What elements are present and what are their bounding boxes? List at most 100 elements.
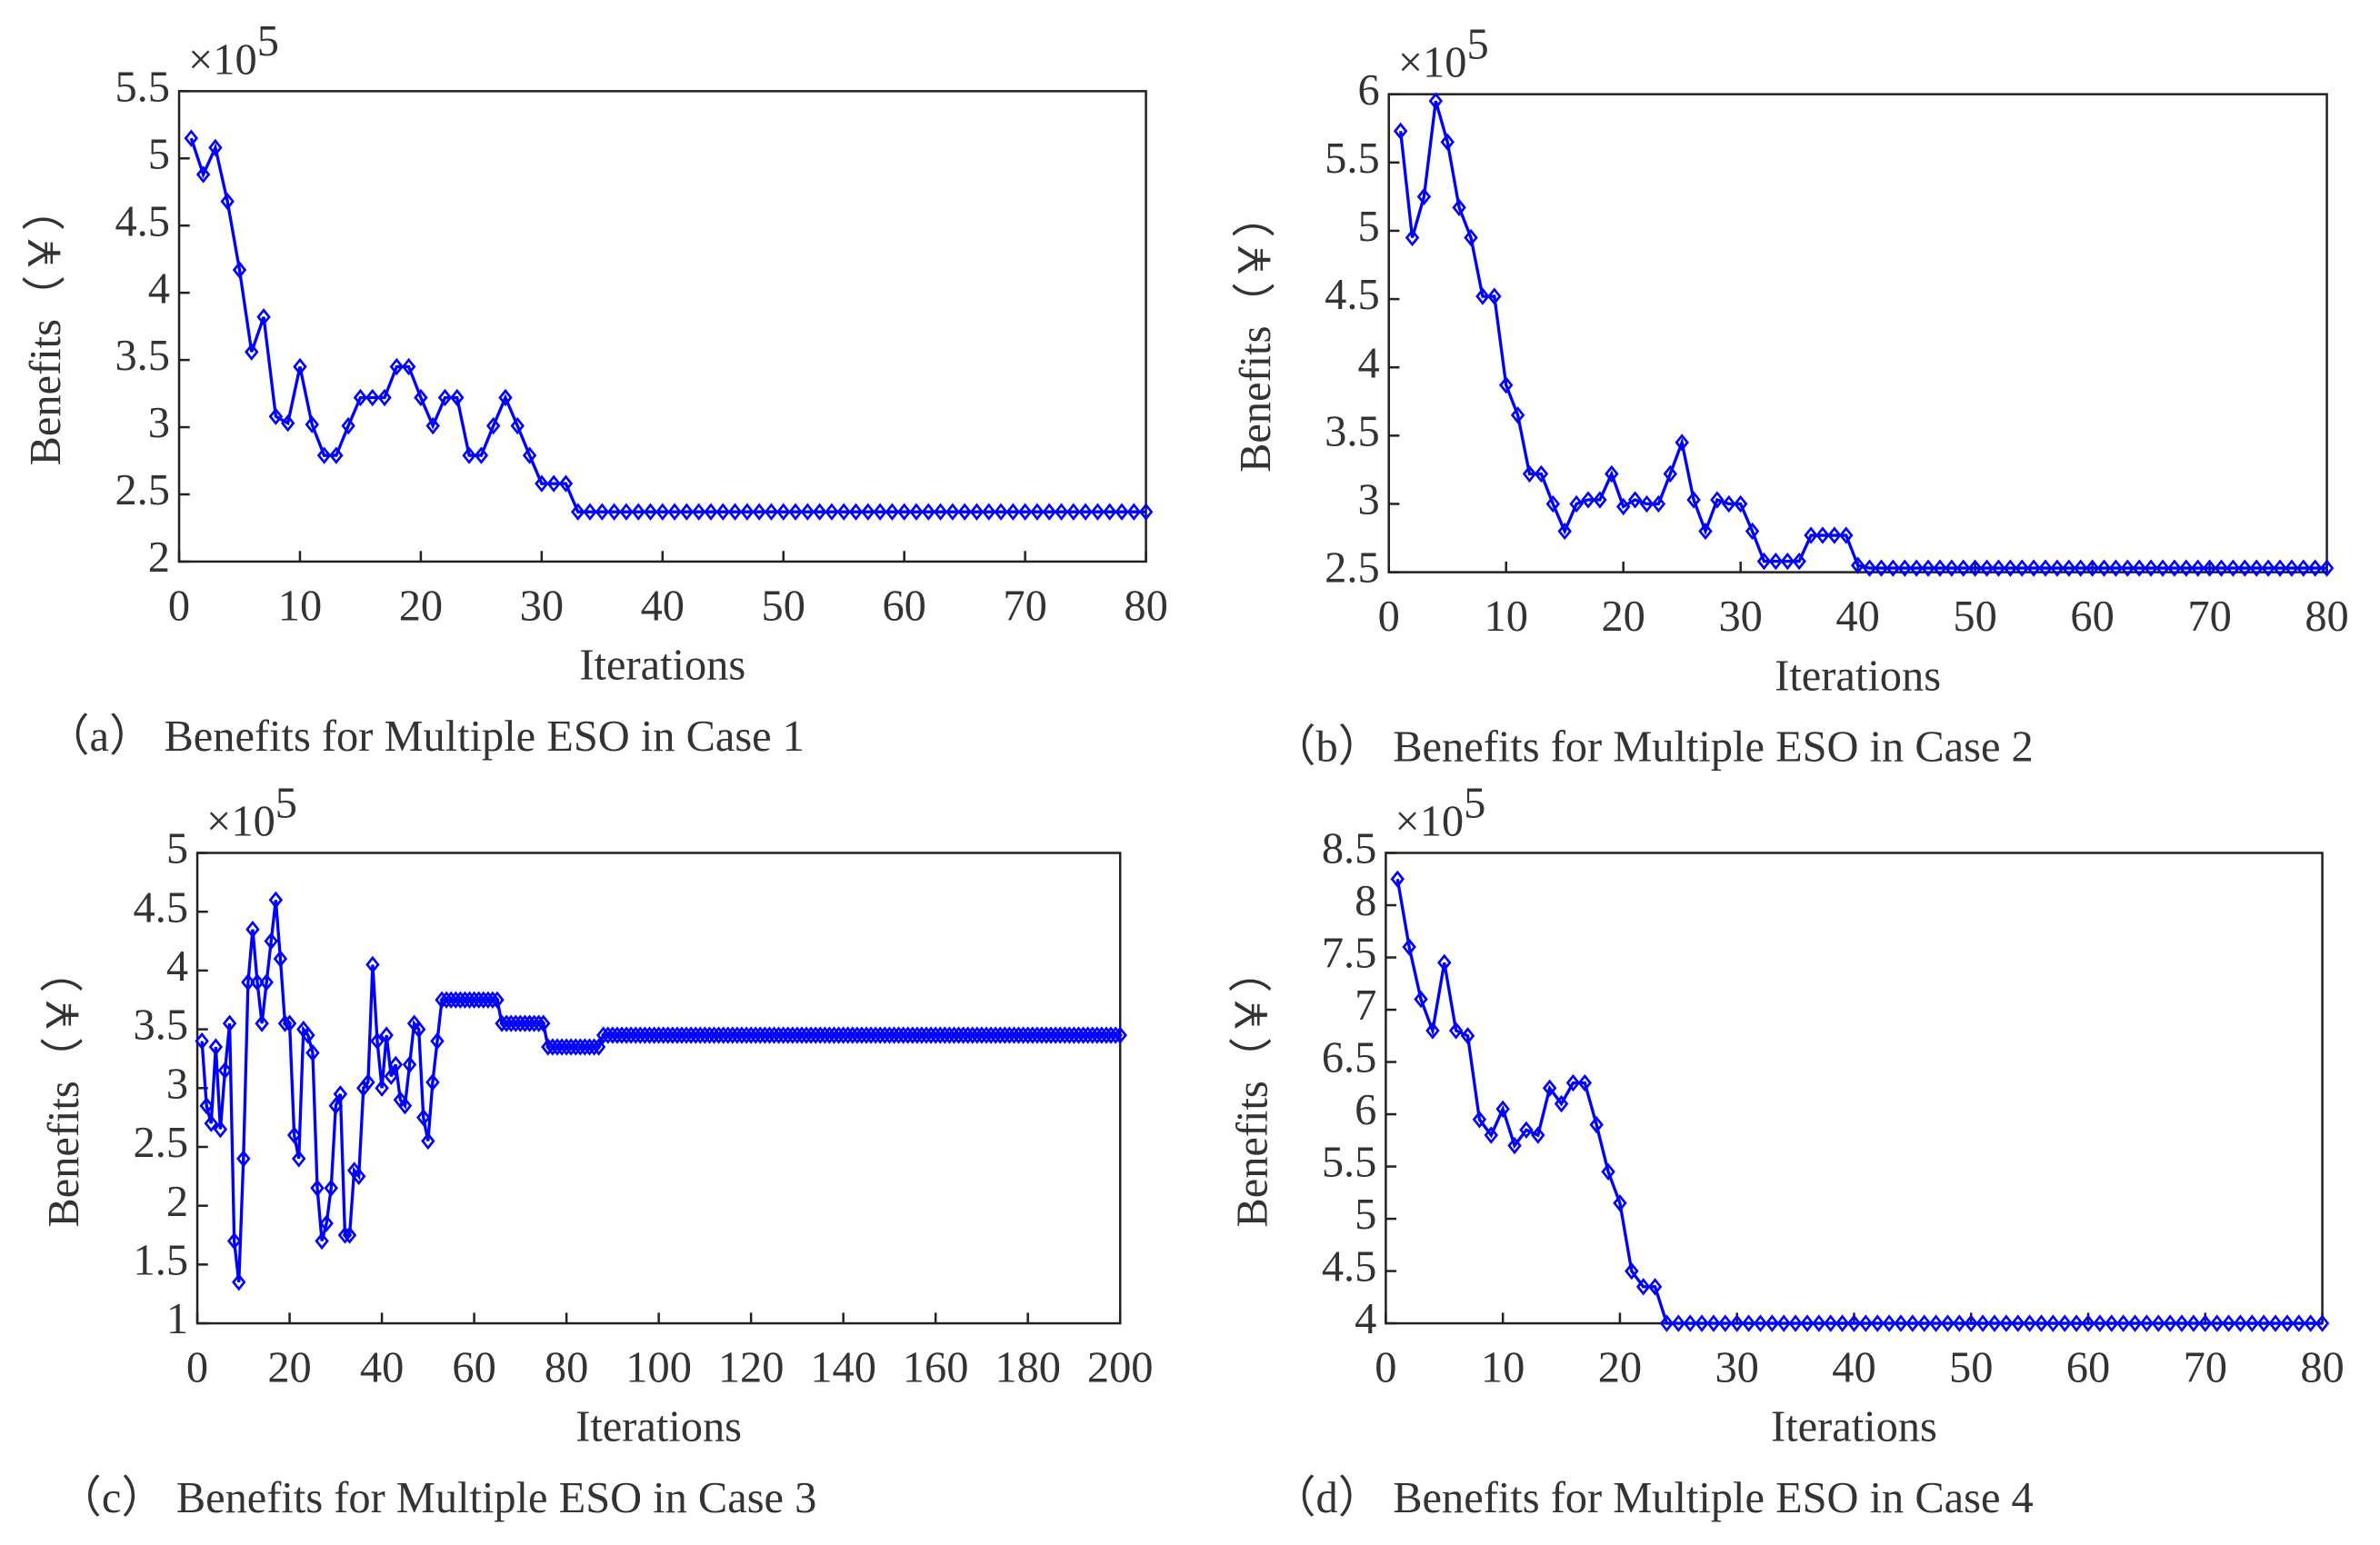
marker [1545,494,1561,513]
marker [845,1026,860,1044]
marker [2115,1314,2131,1332]
marker [2292,1314,2306,1332]
marker [1104,1026,1118,1044]
marker [1999,1314,2014,1332]
x-tick-label: 100 [625,1344,692,1392]
marker [1484,1126,1499,1144]
marker [826,1026,842,1044]
y-tick-label: 7 [1355,982,1376,1030]
marker [1827,526,1842,544]
marker [435,991,449,1009]
caption: （a） Benefits for Multiple ESO in Case 1 [45,713,805,761]
marker [1639,494,1655,513]
marker [577,1038,593,1056]
marker [337,1226,353,1244]
marker [730,1026,745,1044]
marker [450,388,465,407]
marker [873,503,887,521]
x-tick-label: 140 [810,1344,876,1392]
marker [2151,1314,2166,1332]
marker [924,1026,938,1044]
marker [1885,559,1901,577]
marker [628,1026,643,1044]
caption: （c） Benefits for Multiple ESO in Case 3 [57,1474,816,1522]
marker [1613,1194,1627,1212]
x-tick-label: 0 [168,582,190,630]
marker [245,343,259,361]
marker [375,1079,389,1097]
marker [583,503,597,521]
marker [568,1038,583,1056]
marker [2045,1314,2061,1332]
marker [1663,464,1677,483]
marker [2108,559,2124,577]
marker [753,1026,768,1044]
marker [1706,1314,1721,1332]
marker [1858,1314,1874,1332]
marker [921,503,936,521]
marker [1460,1027,1475,1045]
marker [982,503,996,521]
plot-box [1387,93,2328,573]
marker [735,1026,749,1044]
marker [1565,1073,1581,1092]
marker [951,1026,966,1044]
marker [631,503,645,521]
marker [195,1032,209,1051]
marker [2237,559,2253,577]
marker [1940,1314,1955,1332]
marker [2057,1314,2072,1332]
marker [328,1097,344,1115]
marker [610,1026,625,1044]
y-tick-label: 4.5 [1325,271,1380,319]
marker [795,1026,809,1044]
marker [389,357,405,376]
marker [397,1097,413,1115]
marker [1804,526,1818,544]
y-axis-label: Benefits（￥） [22,187,70,466]
marker [1126,503,1142,521]
marker [2003,559,2018,577]
marker [264,932,278,951]
marker [595,1026,611,1044]
marker [2245,1314,2260,1332]
marker [817,1026,833,1044]
marker [1414,990,1428,1009]
marker [416,1108,431,1127]
marker [1768,552,1784,571]
marker [564,1038,578,1056]
y-tick-label: 4 [1358,339,1380,387]
marker [462,991,477,1009]
x-tick-label: 0 [1375,1344,1396,1392]
marker [282,1014,297,1032]
marker [665,1026,680,1044]
marker [293,357,307,376]
marker [2132,559,2146,577]
marker [310,1179,325,1197]
marker [526,1014,542,1032]
x-tick-label: 10 [1481,1344,1525,1392]
x-tick-label: 50 [762,582,805,630]
marker [715,1026,731,1044]
marker [1090,503,1105,521]
marker [1921,559,1935,577]
marker [1651,494,1666,513]
y-scale-base: ×10 [188,35,257,84]
marker [988,1026,1003,1044]
marker [2249,559,2264,577]
marker [1428,92,1444,110]
marker [476,991,491,1009]
marker [1741,1314,1756,1332]
marker [365,955,380,974]
marker [353,388,368,407]
marker [1718,1314,1733,1332]
marker [812,503,827,521]
marker [444,991,458,1009]
x-tick-label: 60 [882,582,925,630]
marker [286,1126,302,1144]
marker [379,1026,394,1044]
x-axis-label: Iterations [575,1403,742,1451]
marker [1815,526,1830,544]
marker [1788,1314,1803,1332]
plot-box [177,90,1147,563]
